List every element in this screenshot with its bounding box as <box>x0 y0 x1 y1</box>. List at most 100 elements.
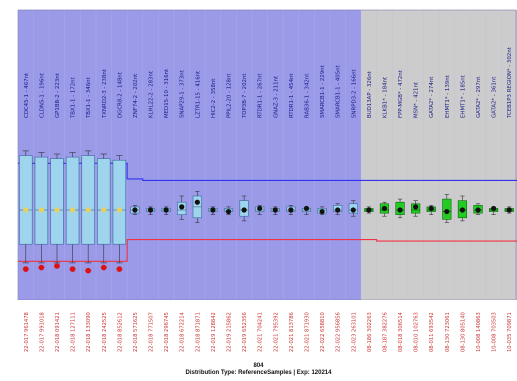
deletion-point <box>116 266 123 272</box>
sample-point <box>116 207 122 213</box>
sample-label: 22-018 091421 <box>55 312 61 352</box>
sample-point <box>210 207 216 213</box>
sample-point <box>179 204 185 210</box>
probe-label: FPP-MGB* - 472nt <box>398 70 404 118</box>
sample-point <box>303 205 310 212</box>
sample-point <box>475 207 481 213</box>
sample-point <box>241 207 247 213</box>
probe-label: SNAP29-1 - 373nt <box>180 70 186 118</box>
chart-footer-distribution: Distribution Type: ReferenceSamples | Ex… <box>185 370 332 376</box>
sample-label-strip <box>18 300 517 356</box>
probe-label: TCEB1P3 REGION* - 302nt <box>507 47 513 119</box>
sample-label: 22-022 658810 <box>320 312 326 352</box>
sample-point <box>272 207 278 213</box>
probe-label: KLHL22-2 - 283nt <box>149 71 155 118</box>
sample-label: 10-008 703503 <box>492 312 498 352</box>
probe-label: MSN* - 421nt <box>414 82 420 118</box>
probe-box <box>34 156 49 245</box>
probe-label: SNRPD3-2 - 166nt <box>351 69 357 118</box>
sample-label: 22-017 961478 <box>24 312 30 352</box>
sample-label: 22-019 215862 <box>227 312 233 352</box>
sample-point <box>381 205 388 212</box>
probe-label: EHMT1* - 139nt <box>445 75 451 118</box>
probe-label: LZTR1-15 - 416nt <box>195 71 201 118</box>
sample-point <box>506 207 512 213</box>
sample-point <box>366 207 372 213</box>
sample-label: 22-021 813786 <box>289 312 295 352</box>
sample-label: 08-010 102763 <box>414 312 420 352</box>
probe-label: KLKB1* - 184nt <box>382 77 388 118</box>
probe-label: GATA2* - 297nt <box>476 77 482 118</box>
probe-label: SMARCB1-1 - 229nt <box>320 65 326 118</box>
sample-point <box>413 204 419 210</box>
probe-label: TOP3B-7 - 202nt <box>242 74 248 119</box>
sample-point <box>491 205 497 212</box>
sample-label: 22-021 704241 <box>258 312 264 352</box>
probe-box <box>112 159 127 245</box>
deletion-point <box>38 264 45 271</box>
sample-label: 08-011 693542 <box>429 312 435 352</box>
probe-label: CLDN5-1 - 196nt <box>39 73 45 118</box>
probe-label: HIC2-2 - 358nt <box>211 79 217 118</box>
probe-box <box>65 156 80 245</box>
sample-label: 22-018 242525 <box>102 312 108 352</box>
probe-label: GP1BB-2 - 223nt <box>55 73 61 118</box>
sample-label: 22-019 128842 <box>211 312 217 352</box>
sample-label: 08-186 302263 <box>367 312 373 352</box>
deletion-point <box>69 266 76 272</box>
sample-point <box>147 207 154 213</box>
chart-footer-count: 804 <box>253 363 264 369</box>
sample-point <box>85 207 91 213</box>
probe-label: BUD13AP - 326nt <box>367 71 373 118</box>
sample-label: 10-008 140863 <box>476 312 482 352</box>
probe-label: RAB36-1 - 342nt <box>304 74 310 118</box>
sample-point <box>459 207 466 213</box>
probe-label: GATA2* - 361nt <box>492 77 498 118</box>
probe-label: TXNRD2-3 - 238nt <box>102 69 108 119</box>
probe-box <box>97 158 111 245</box>
sample-label: 22-021 795392 <box>273 312 279 352</box>
deletion-point <box>22 266 29 272</box>
probe-label: PPIL2-20 - 128nt <box>227 73 233 118</box>
sample-label: 22-018 672214 <box>180 311 186 352</box>
lower-threshold-line <box>18 239 517 262</box>
sample-label: 22-021 871930 <box>304 312 310 352</box>
sample-label: 08-187 382276 <box>382 312 388 352</box>
deletion-point <box>100 264 107 271</box>
sample-point <box>335 207 341 213</box>
sample-point <box>23 207 29 213</box>
sample-label: 22-018 871871 <box>195 312 201 352</box>
sample-point <box>69 207 76 213</box>
sample-label: 08-130 723061 <box>445 312 451 352</box>
sample-label: 22-018 571625 <box>133 312 139 352</box>
sample-points <box>22 199 512 274</box>
sample-point <box>350 207 356 213</box>
sample-point <box>38 207 44 213</box>
probe-label: GNAZ-3 - 211nt <box>273 76 279 118</box>
probe-label: DGCR8-2 - 148nt <box>117 72 123 118</box>
sample-label: 22-017 991018 <box>39 312 45 352</box>
sample-point <box>101 207 107 213</box>
sample-point <box>397 207 403 213</box>
probe-label: TBX1-1 - 346nt <box>86 77 92 119</box>
sample-label: 22-019 652356 <box>242 312 248 352</box>
probe-label: RTDR1-1 - 454nt <box>289 73 295 118</box>
sample-point <box>428 205 434 212</box>
probe-label: GATA2* - 274nt <box>429 77 435 118</box>
probe-box <box>19 155 33 245</box>
sample-label: 22-018 771507 <box>149 312 155 352</box>
sample-point <box>257 205 263 212</box>
sample-label: 22-022 956856 <box>336 312 342 352</box>
probe-label: RTDR1-1 - 267nt <box>258 73 264 118</box>
probe-label: TBX1-1 - 172nt <box>71 77 77 119</box>
sample-point <box>319 208 325 215</box>
sample-labels: 22-017 961478 22-017 991018 22-018 091421 2… <box>24 311 513 352</box>
sample-label: 22-018 127111 <box>71 312 77 352</box>
probe-label: EHMT1* - 185nt <box>460 75 466 118</box>
probe-label: SMARCB1-1 - 405nt <box>336 65 342 118</box>
sample-label: 22-023 263101 <box>351 312 357 352</box>
sample-label: 22-018 133090 <box>86 312 92 352</box>
sample-label: 08-130 805140 <box>460 312 466 352</box>
sample-label: 10-035 709871 <box>507 312 513 352</box>
probe-labels: CDC45-1 - 467nt CLDN5-1 - 196nt GP1BB-2 - … <box>24 47 513 119</box>
